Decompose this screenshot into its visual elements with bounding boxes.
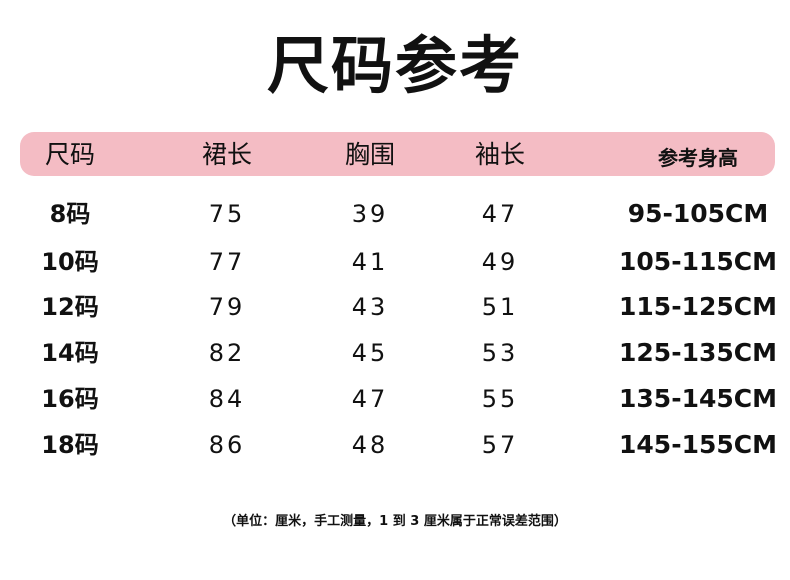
cell-sleeve-length: 57: [481, 431, 519, 459]
cell-sleeve-length: 51: [481, 293, 519, 321]
cell-chest: 48: [351, 431, 389, 459]
table-header-bar: [20, 132, 775, 176]
measurement-note: （单位：厘米，手工测量，1 到 3 厘米属于正常误差范围）: [223, 514, 567, 529]
cell-skirt-length: 75: [208, 200, 246, 228]
cell-chest: 47: [351, 385, 389, 413]
cell-skirt-length: 77: [208, 248, 246, 276]
cell-sleeve-length: 55: [481, 385, 519, 413]
cell-chest: 41: [351, 248, 389, 276]
cell-skirt-length: 79: [208, 293, 246, 321]
header-skirt-length: 裙长: [201, 140, 253, 169]
cell-reference-height: 95-105CM: [627, 199, 769, 228]
cell-size: 8码: [49, 200, 91, 228]
cell-sleeve-length: 47: [481, 200, 519, 228]
cell-size: 16码: [41, 385, 99, 413]
header-reference-height: 参考身高: [658, 146, 738, 170]
header-sleeve-length: 袖长: [474, 140, 526, 169]
cell-sleeve-length: 53: [481, 339, 519, 367]
cell-reference-height: 105-115CM: [619, 247, 777, 276]
page-title: 尺码参考: [266, 29, 523, 102]
cell-reference-height: 115-125CM: [619, 292, 777, 321]
header-size: 尺码: [44, 140, 96, 169]
cell-size: 18码: [41, 431, 99, 459]
cell-sleeve-length: 49: [481, 248, 519, 276]
header-chest: 胸围: [344, 140, 396, 169]
cell-reference-height: 135-145CM: [619, 384, 777, 413]
cell-reference-height: 125-135CM: [619, 338, 777, 367]
cell-skirt-length: 82: [208, 339, 246, 367]
cell-size: 10码: [41, 248, 99, 276]
cell-chest: 43: [351, 293, 389, 321]
cell-chest: 45: [351, 339, 389, 367]
cell-size: 14码: [41, 339, 99, 367]
cell-skirt-length: 86: [208, 431, 246, 459]
cell-reference-height: 145-155CM: [619, 430, 777, 459]
cell-chest: 39: [351, 200, 389, 228]
cell-skirt-length: 84: [208, 385, 246, 413]
cell-size: 12码: [41, 293, 99, 321]
